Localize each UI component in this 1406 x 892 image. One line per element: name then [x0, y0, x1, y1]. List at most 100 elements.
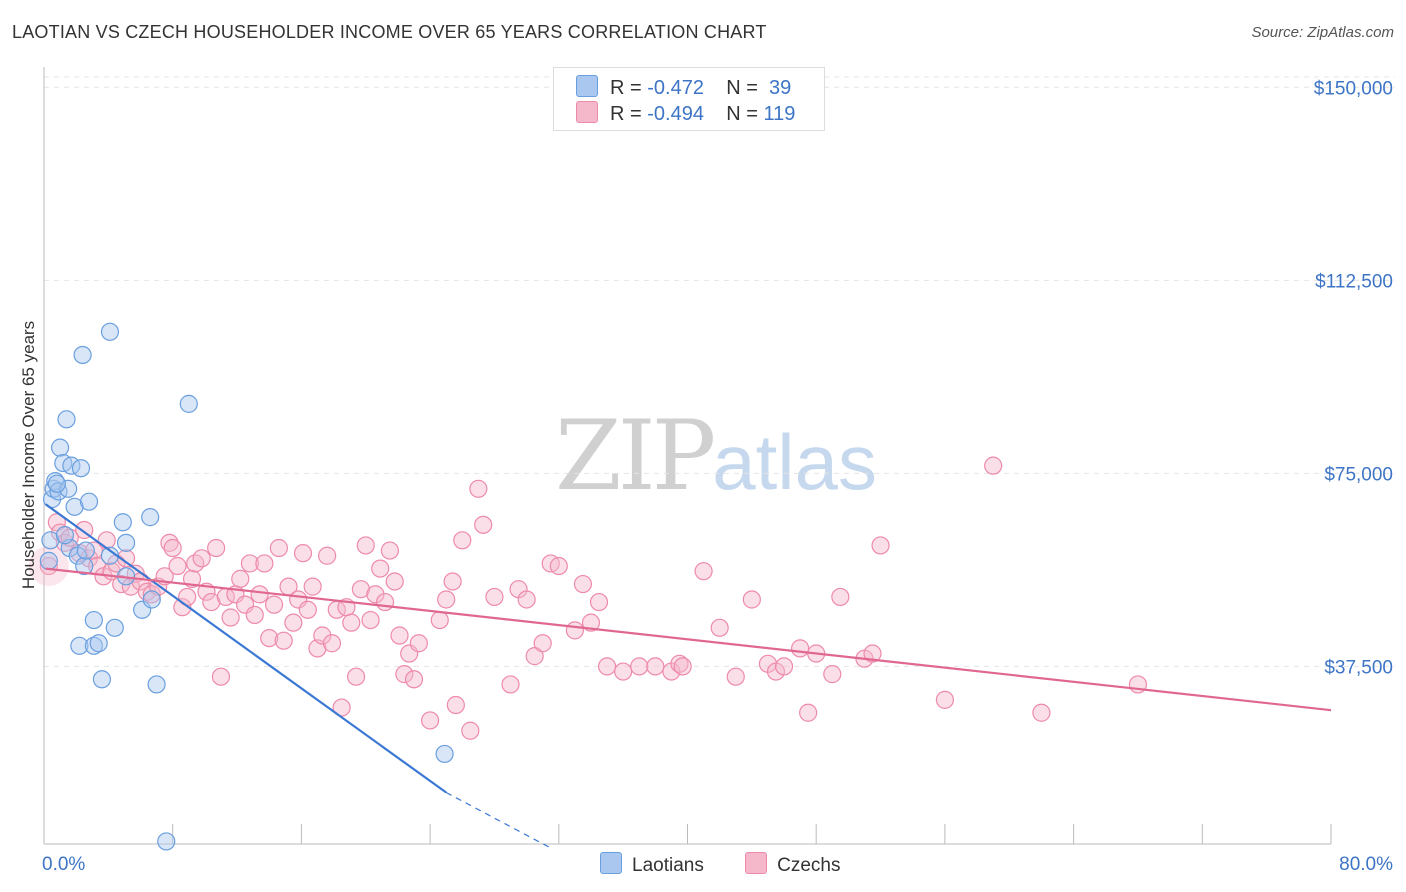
laotian-point — [157, 832, 176, 851]
czech-point — [614, 662, 633, 681]
czech-point — [517, 590, 536, 609]
czech-point — [984, 456, 1003, 475]
czech-point — [646, 657, 665, 676]
laotian-point — [50, 438, 70, 457]
czech-point — [863, 644, 882, 663]
laotians-trend-extension — [445, 791, 552, 849]
czech-point — [260, 628, 279, 648]
trend-lines — [44, 503, 1332, 849]
laotian-point — [92, 670, 112, 689]
czech-point — [250, 585, 269, 604]
watermark-zip: ZIP — [555, 400, 716, 512]
laotian-point — [73, 345, 92, 365]
legend-swatch-czechs — [745, 852, 768, 874]
czech-point — [395, 665, 414, 684]
czech-point — [47, 513, 66, 532]
czech-point — [50, 523, 70, 542]
czech-point — [192, 549, 211, 568]
laotian-point — [59, 479, 78, 498]
laotians-trend-line — [44, 503, 447, 794]
czech-point — [293, 544, 313, 563]
watermark: ZIPatlas — [555, 400, 877, 512]
laotian-point — [105, 618, 124, 637]
czechs-trend-line — [45, 567, 1332, 712]
czech-point — [160, 533, 179, 552]
correlation-legend: R = -0.472 N = 39 R = -0.494 N = 119 — [553, 67, 825, 131]
czech-point — [533, 634, 552, 653]
laotian-point — [100, 322, 120, 341]
czech-point — [390, 626, 409, 645]
legend-r-value: -0.472 — [647, 77, 704, 99]
legend-n-label: N = — [726, 77, 764, 99]
legend-label-laotians: Laotians — [632, 855, 704, 876]
legend-label-czechs: Czechs — [777, 855, 841, 876]
czech-point — [202, 592, 221, 612]
czech-point — [322, 634, 342, 653]
czech-point — [935, 690, 955, 709]
source-label: Source: ZipAtlas.com — [1251, 24, 1394, 41]
czech-point — [361, 610, 380, 630]
czech-point — [430, 610, 449, 630]
y-tick-label: $112,500 — [1315, 271, 1393, 292]
czech-point — [173, 598, 192, 617]
laotian-point — [84, 636, 103, 655]
laotian-point — [47, 474, 66, 493]
legend-row-laotians: R = -0.472 N = 39 — [576, 75, 791, 101]
y-axis-label: Householder Income Over 65 years — [19, 321, 38, 589]
czech-point — [589, 592, 609, 612]
laotian-point — [75, 556, 94, 576]
czech-point — [1032, 703, 1051, 722]
laotian-point — [147, 675, 166, 694]
legend-r-label: R = — [610, 77, 648, 99]
czech-point — [298, 600, 317, 619]
czech-point — [694, 562, 713, 581]
czech-point — [443, 572, 462, 591]
czech-point — [207, 538, 226, 558]
laotian-point — [55, 526, 75, 545]
czech-point — [446, 695, 465, 715]
laotian-point — [41, 531, 60, 550]
czech-point — [274, 631, 293, 650]
czech-point — [597, 657, 617, 676]
legend-n-value: 39 — [769, 77, 792, 99]
laotian-point — [44, 479, 63, 498]
czech-point — [318, 546, 337, 565]
czech-point — [380, 541, 399, 560]
czech-point — [269, 538, 288, 558]
legend-item-czechs: Czechs — [745, 852, 840, 877]
czech-point — [573, 574, 593, 594]
czech-point — [385, 572, 404, 591]
laotian-point — [39, 551, 58, 570]
legend-n-label: N = — [726, 103, 764, 125]
legend-r-label: R = — [610, 103, 648, 125]
legend-swatch-laotians — [576, 75, 598, 97]
czech-point — [710, 618, 729, 637]
watermark-atlas: atlas — [712, 418, 877, 506]
tick-labels: $37,500 $75,000 $112,500 $150,000 0.0% 80.0% — [42, 78, 1393, 875]
czech-point — [182, 569, 202, 588]
czech-point — [469, 479, 488, 498]
czech-point — [437, 590, 456, 609]
legend-row-czechs: R = -0.494 N = 119 — [576, 101, 795, 127]
czech-point — [453, 531, 472, 550]
laotian-point — [435, 744, 454, 764]
legend-item-laotians: Laotians — [600, 852, 704, 877]
czech-point — [831, 587, 850, 607]
czechs-points — [28, 456, 1148, 740]
y-tick-label: $150,000 — [1314, 78, 1393, 99]
czech-point — [409, 634, 428, 653]
laotian-point — [57, 410, 76, 429]
czech-point — [461, 721, 480, 740]
czech-point — [313, 626, 332, 645]
czech-point — [474, 515, 493, 534]
axes — [43, 67, 1332, 845]
chart-title: LAOTIAN VS CZECH HOUSEHOLDER INCOME OVER… — [12, 22, 767, 42]
x-tick-label: 80.0% — [1339, 854, 1393, 875]
czech-point — [284, 613, 303, 632]
laotian-point — [116, 533, 136, 552]
czech-point — [366, 585, 385, 604]
czech-point — [799, 703, 818, 722]
czech-point — [581, 613, 601, 632]
laotian-point — [70, 636, 89, 655]
